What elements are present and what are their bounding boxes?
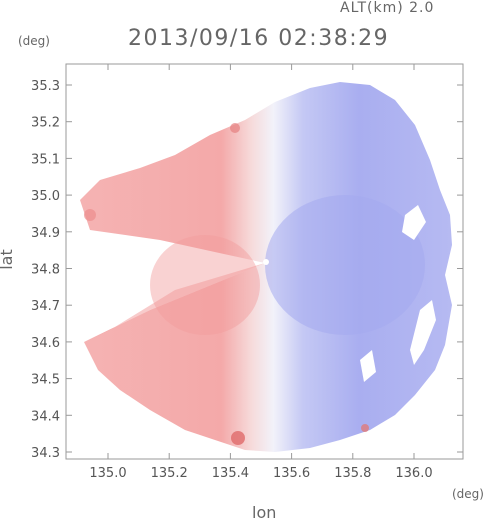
x-tick-label: 135.6	[273, 466, 310, 481]
timestamp-title: 2013/09/16 02:38:29	[128, 26, 390, 51]
y-tick-label: 35.1	[31, 152, 60, 167]
clutter-spot	[230, 123, 240, 133]
y-tick-label: 34.5	[31, 373, 60, 388]
y-tick-label: 35.2	[31, 116, 60, 131]
x-tick-label: 136.0	[395, 466, 432, 481]
x-axis-ticks: 135.0 135.2 135.4 135.6 135.8 136.0	[89, 64, 433, 481]
receding-core	[265, 195, 425, 335]
y-axis-ticks: 35.3 35.2 35.1 35.0 34.9 34.8 34.7 34.6 34.5 34.4…	[31, 79, 463, 461]
clutter-spot	[84, 209, 96, 221]
y-tick-label: 35.3	[31, 79, 60, 94]
data-gap	[402, 205, 426, 240]
y-axis-unit: (deg)	[18, 34, 50, 48]
approaching-core	[150, 235, 260, 335]
x-tick-label: 135.0	[89, 466, 126, 481]
y-tick-label: 34.9	[31, 226, 60, 241]
radar-site	[263, 259, 269, 265]
y-tick-label: 34.4	[31, 409, 60, 424]
x-axis-label: lon	[252, 503, 277, 522]
y-tick-label: 34.8	[31, 263, 60, 278]
y-tick-label: 34.3	[31, 446, 60, 461]
y-tick-label: 35.0	[31, 189, 60, 204]
x-axis-unit: (deg)	[452, 487, 484, 501]
clutter-spot	[361, 424, 369, 432]
data-gap	[410, 300, 436, 365]
x-tick-label: 135.4	[212, 466, 249, 481]
plot-frame	[65, 63, 464, 460]
x-tick-label: 135.8	[334, 466, 371, 481]
y-tick-label: 34.7	[31, 299, 60, 314]
clutter-spot	[231, 431, 245, 445]
data-gap	[360, 350, 376, 382]
y-tick-label: 34.6	[31, 336, 60, 351]
x-tick-label: 135.2	[151, 466, 188, 481]
altitude-label: ALT(km) 2.0	[340, 0, 435, 16]
